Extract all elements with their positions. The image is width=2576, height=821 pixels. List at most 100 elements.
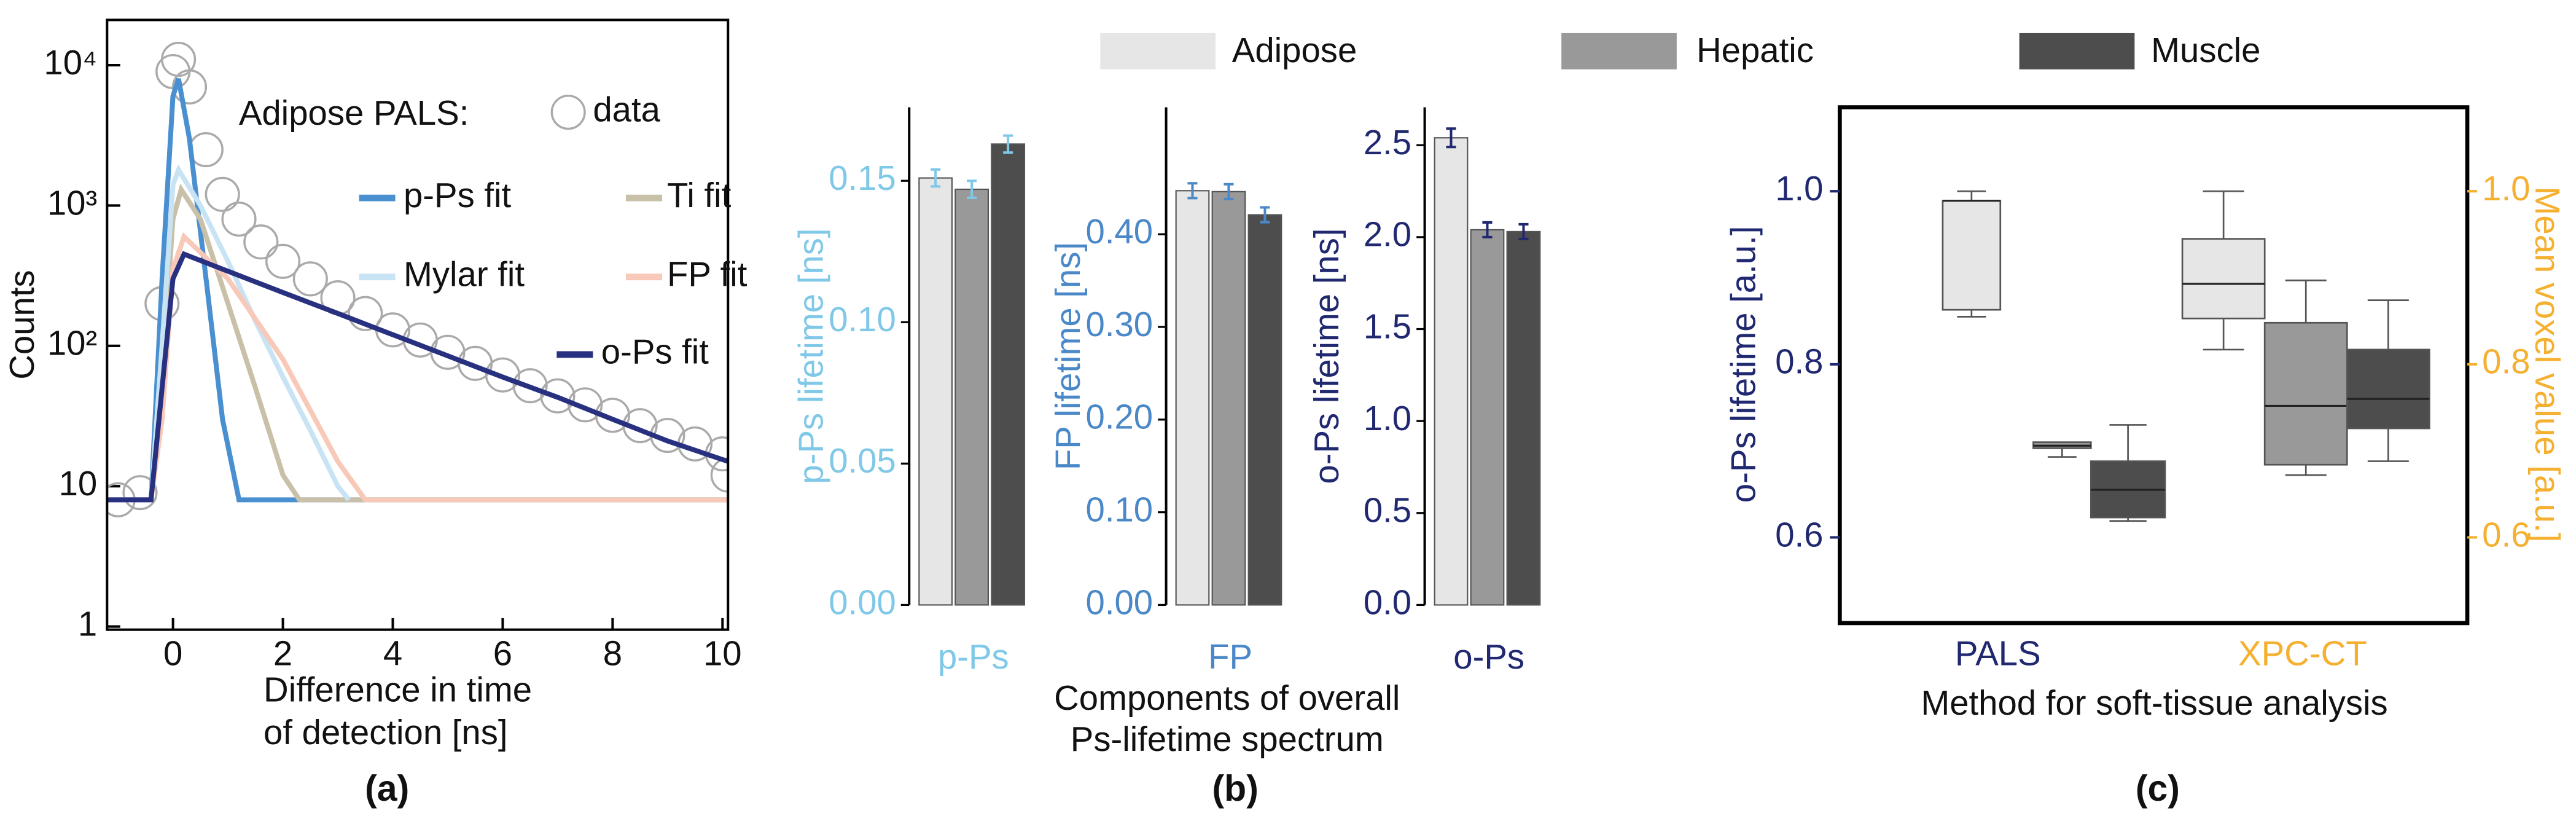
plot-frame xyxy=(106,18,730,631)
y-tick-label: 0.15 xyxy=(829,159,896,197)
y-tick-label: 0.20 xyxy=(1086,398,1153,436)
x-tick-label: 0 xyxy=(163,634,182,672)
y-tick-label: 0.6 xyxy=(1775,515,1823,554)
data-point xyxy=(568,387,603,423)
y2-tick-label: 0.8 xyxy=(2482,342,2530,381)
legend-title: Adipose PALS: xyxy=(239,93,469,132)
data-point xyxy=(221,202,257,237)
error-bar xyxy=(1446,127,1456,149)
y-tick-label: 0.05 xyxy=(829,441,896,480)
bar xyxy=(1247,214,1282,606)
x-axis-label: Components of overall xyxy=(1054,678,1400,717)
x-tick-label: 8 xyxy=(603,634,622,672)
legend-swatch xyxy=(2019,33,2135,69)
y-tick-label: 1.0 xyxy=(1775,169,1823,208)
error-bar xyxy=(967,179,977,199)
y-tick-label: 1.5 xyxy=(1364,307,1411,345)
x-tick-label: p-Ps xyxy=(938,637,1009,676)
y-tick-label: 1 xyxy=(78,604,97,643)
x-axis-label: Ps-lifetime spectrum xyxy=(1071,720,1384,758)
bar xyxy=(954,188,989,606)
bar xyxy=(1470,229,1505,606)
data-point xyxy=(122,475,158,511)
y-tick-label: 0.30 xyxy=(1086,305,1153,344)
fit-line xyxy=(107,164,351,503)
legend-label: Hepatic xyxy=(1696,31,1814,69)
box xyxy=(1942,200,2002,311)
x-tick-label: 4 xyxy=(383,634,402,672)
legend-swatch xyxy=(1561,33,1677,69)
bar xyxy=(1175,190,1210,606)
bar xyxy=(1434,137,1469,606)
y-tick-label: 0.0 xyxy=(1364,583,1411,621)
error-bar xyxy=(1482,221,1493,238)
fit-line xyxy=(107,251,728,503)
y-tick-label: 1.0 xyxy=(1364,399,1411,438)
error-bar xyxy=(1003,134,1013,154)
bar xyxy=(918,177,953,606)
error-bar xyxy=(931,168,941,188)
panel-label: (b) xyxy=(1212,768,1259,809)
y-tick-label: 0.10 xyxy=(829,300,896,339)
y-axis-label: FP lifetime [ns] xyxy=(1048,242,1087,470)
bar xyxy=(991,143,1026,606)
y-tick-label: 2.0 xyxy=(1364,215,1411,254)
legend-label: FP fit xyxy=(667,255,747,294)
legend-label: Muscle xyxy=(2151,31,2260,69)
x-tick-label: 6 xyxy=(493,634,512,672)
bar xyxy=(1506,230,1541,606)
legend-marker xyxy=(550,95,586,130)
panel-label: (a) xyxy=(365,768,409,809)
box xyxy=(2346,348,2430,430)
y-tick-label: 0.8 xyxy=(1775,342,1823,381)
y-tick-label: 0.5 xyxy=(1364,491,1411,530)
error-bar xyxy=(1518,222,1529,240)
legend-label: data xyxy=(593,90,660,129)
y-tick-label: 10² xyxy=(47,324,97,363)
data-point xyxy=(348,296,383,331)
y-tick-label: 0.10 xyxy=(1086,490,1153,528)
error-bar xyxy=(1187,182,1198,200)
legend-swatch xyxy=(1100,33,1216,69)
x-axis-label: Difference in time xyxy=(263,670,532,709)
y-tick-label: 0.00 xyxy=(1086,583,1153,621)
x-tick-label: XPC-CT xyxy=(2238,634,2367,672)
bar xyxy=(1211,191,1246,606)
x-tick-label: 10 xyxy=(703,634,742,672)
data-point xyxy=(710,457,728,493)
error-bar xyxy=(1224,183,1234,200)
data-point xyxy=(265,243,301,279)
data-point xyxy=(243,224,279,260)
legend-label: Adipose xyxy=(1232,31,1357,69)
box xyxy=(2263,321,2348,466)
x-tick-label: FP xyxy=(1208,637,1252,676)
legend-label: o-Ps fit xyxy=(601,332,709,371)
y-tick-label: 10³ xyxy=(47,183,97,222)
data-point xyxy=(205,176,240,212)
box xyxy=(2181,238,2266,320)
legend-label: Mylar fit xyxy=(404,255,525,294)
y2-tick-label: 0.6 xyxy=(2482,515,2530,554)
panel-label: (c) xyxy=(2136,768,2180,809)
y-tick-label: 2.5 xyxy=(1364,123,1411,162)
legend-label: Ti fit xyxy=(667,176,732,214)
y-axis-label: Counts xyxy=(2,270,41,379)
x-axis-label: Method for soft-tissue analysis xyxy=(1921,683,2387,722)
y-tick-label: 0.40 xyxy=(1086,212,1153,251)
data-point xyxy=(485,357,521,393)
y-tick-label: 10⁴ xyxy=(44,43,97,82)
y2-tick-label: 1.0 xyxy=(2482,169,2530,208)
error-bar xyxy=(1260,206,1270,224)
y2-axis-label: Mean voxel value [a.u.] xyxy=(2528,186,2567,542)
x-tick-label: PALS xyxy=(1955,634,2041,672)
y-axis-label: p-Ps lifetime [ns] xyxy=(792,228,830,484)
y-axis-label: o-Ps lifetime [ns] xyxy=(1307,228,1346,484)
y-axis-label: o-Ps lifetime [a.u.] xyxy=(1723,226,1762,503)
y-tick-label: 10 xyxy=(59,464,98,503)
data-point xyxy=(171,69,208,104)
y-tick-label: 0.00 xyxy=(829,583,896,621)
data-point xyxy=(292,261,328,297)
x-axis-label: of detection [ns] xyxy=(263,713,507,752)
data-point xyxy=(512,368,548,404)
